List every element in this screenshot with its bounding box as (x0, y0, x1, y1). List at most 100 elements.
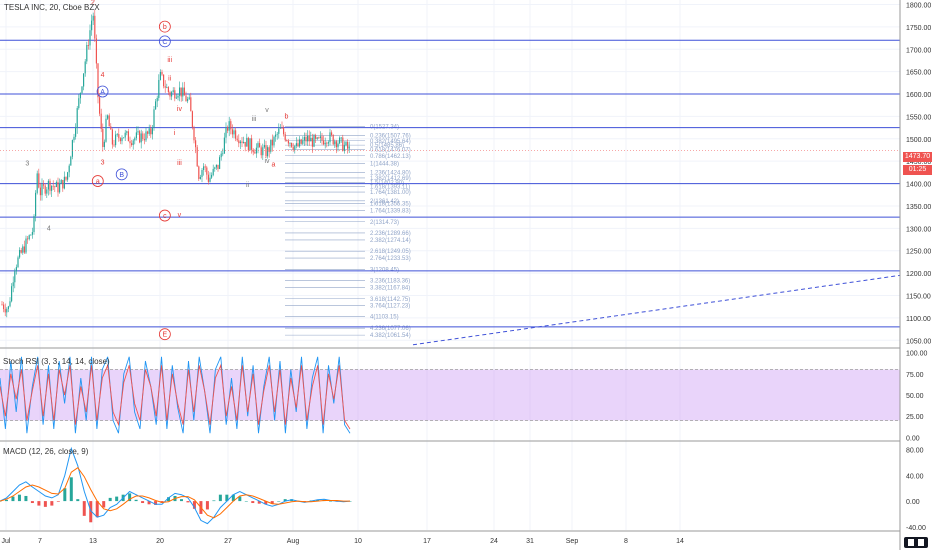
wave-label-circle (115, 168, 128, 181)
candle-body (284, 134, 286, 141)
macd-histogram-bar (128, 493, 132, 502)
candle-body (196, 147, 198, 167)
wave-label: v (265, 107, 269, 114)
candle-body (182, 87, 184, 97)
candle-body (121, 137, 123, 142)
candle-body (239, 141, 241, 144)
candle-body (153, 109, 155, 128)
macd-histogram-bar (115, 496, 119, 502)
wave-label-circle (158, 328, 171, 341)
candle-body (135, 132, 137, 139)
candle-body (257, 143, 259, 148)
wave-label: i (174, 130, 176, 137)
candle-body (155, 101, 157, 110)
macd-histogram-bar (186, 501, 190, 503)
fib-level-label: 1.764(1339.83) (370, 209, 411, 215)
macd-histogram-bar (316, 499, 320, 502)
candle-body (132, 140, 134, 146)
candle-body (17, 257, 19, 268)
candle-body (187, 99, 189, 102)
wave-label: A (100, 89, 105, 96)
macd-histogram-bar (225, 494, 229, 502)
candle-body (295, 143, 297, 146)
candle-body (342, 137, 344, 151)
candle-body (267, 147, 269, 157)
wave-label: b (163, 24, 167, 31)
macd-histogram-bar (89, 501, 93, 523)
wave-label: iii (177, 160, 182, 167)
candle-body (179, 87, 181, 96)
candle-body (59, 183, 61, 193)
price-tick-label: 1750.00 (906, 25, 931, 32)
wave-label: iii (167, 57, 172, 64)
time-tick-label: 24 (490, 538, 498, 545)
candle-body (318, 137, 320, 139)
candle-body (113, 144, 115, 146)
candle-body (19, 250, 21, 258)
fib-level-label: 4.382(1061.54) (370, 333, 411, 339)
candle-body (275, 134, 277, 137)
fib-level-label: 3.764(1127.23) (370, 304, 410, 310)
stoch-rsi-pane[interactable] (0, 356, 900, 434)
macd-histogram-bar (95, 501, 99, 518)
candle-body (199, 176, 201, 179)
candle-body (14, 271, 16, 283)
candle-body (75, 128, 77, 137)
macd-histogram-bar (231, 494, 235, 502)
fib-level-label: 1.236(1424.80) (370, 170, 411, 176)
signal-line (0, 467, 350, 519)
candle-body (105, 118, 107, 142)
time-tick-label: 7 (38, 538, 42, 545)
price-tick-label: 1200.00 (906, 271, 931, 278)
candle-body (94, 15, 96, 39)
candle-body (35, 192, 37, 217)
macd-histogram-bar (257, 501, 261, 504)
tradingview-logo-icon[interactable] (904, 537, 928, 548)
candle-body (147, 131, 149, 134)
candle-body (190, 97, 192, 112)
candle-body (47, 180, 49, 190)
candle-body (163, 74, 165, 87)
candle-body (236, 138, 238, 141)
candle-body (108, 115, 110, 127)
time-tick-label: 27 (224, 538, 232, 545)
candle-body (305, 136, 307, 142)
macd-histogram-bar (134, 499, 138, 502)
price-tick-label: 1700.00 (906, 47, 931, 54)
trendline-dashed (412, 274, 901, 346)
candle-body (52, 185, 54, 187)
candle-body (219, 157, 221, 169)
candle-body (145, 131, 147, 141)
fib-level-label: 3.618(1142.75) (370, 297, 410, 303)
macd-tick-label: 0.00 (906, 499, 920, 506)
macd-histogram-bar (270, 501, 274, 504)
candle-body (22, 246, 24, 253)
candle-body (315, 135, 317, 139)
candle-body (25, 238, 27, 253)
candle-body (195, 140, 197, 148)
candle-body (139, 131, 141, 143)
candle-body (230, 121, 232, 130)
macd-pane[interactable] (0, 446, 352, 525)
candle-body (185, 95, 187, 102)
candle-body (271, 139, 273, 146)
candle-body (91, 20, 93, 31)
candle-body (206, 167, 208, 175)
wave-label: 3 (25, 161, 29, 168)
price-pane[interactable]: 0(1527.34)0.236(1507.76)0.382(1495.64)0.… (0, 0, 901, 346)
wave-label: 3 (101, 159, 105, 166)
fib-level-label: 3.236(1183.36) (370, 279, 410, 285)
candle-body (131, 143, 133, 146)
candle-body (164, 86, 166, 88)
candle-body (97, 63, 99, 98)
macd-title: MACD (12, 26, close, 9) (3, 447, 89, 456)
candle-body (6, 309, 8, 313)
candle-body (265, 145, 267, 157)
stoch-tick-label: 75.00 (906, 372, 924, 379)
candle-body (235, 130, 237, 139)
candle-body (276, 133, 278, 135)
macd-histogram-bar (179, 499, 183, 502)
candle-body (124, 132, 126, 138)
